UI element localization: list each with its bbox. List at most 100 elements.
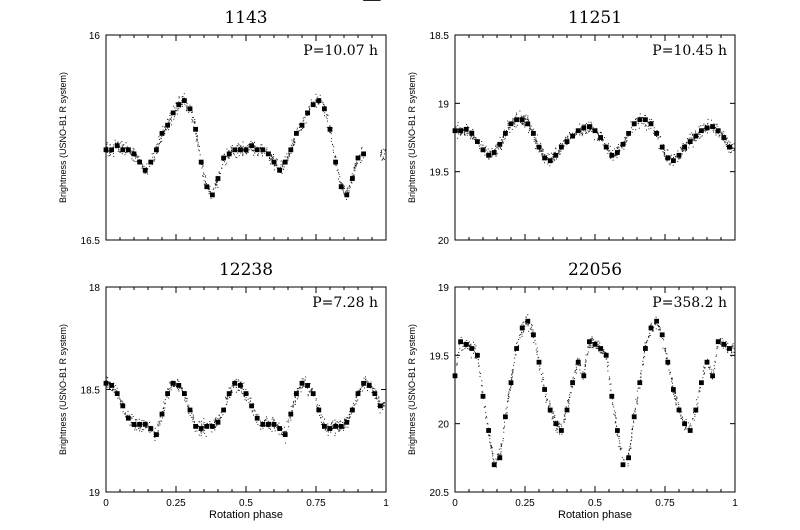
raw-point — [253, 149, 255, 151]
raw-point — [262, 155, 263, 157]
raw-point — [659, 328, 661, 330]
raw-point — [178, 381, 180, 382]
raw-point — [173, 386, 175, 387]
raw-point — [302, 386, 304, 388]
raw-point — [361, 146, 363, 148]
raw-point — [554, 151, 556, 153]
raw-point — [569, 392, 571, 394]
raw-point — [309, 108, 311, 110]
binned-point — [361, 151, 366, 157]
raw-point — [617, 147, 619, 149]
raw-point — [587, 353, 589, 355]
raw-point — [579, 365, 581, 367]
raw-point — [335, 157, 337, 158]
raw-point — [226, 155, 228, 157]
raw-point — [215, 184, 217, 186]
raw-point — [345, 418, 347, 420]
raw-point — [596, 347, 598, 349]
raw-point — [706, 132, 708, 134]
raw-point — [621, 147, 623, 149]
raw-point — [129, 424, 131, 426]
raw-point — [567, 136, 569, 138]
raw-point — [364, 0, 366, 1]
raw-point — [208, 193, 210, 195]
raw-point — [631, 429, 633, 430]
raw-point — [662, 144, 664, 146]
raw-point — [626, 137, 628, 139]
raw-point — [375, 0, 377, 1]
raw-point — [535, 349, 537, 351]
raw-point — [205, 182, 207, 184]
raw-point — [296, 129, 298, 131]
raw-point — [464, 134, 466, 136]
raw-point — [647, 340, 649, 342]
raw-point — [117, 141, 119, 143]
raw-point — [603, 349, 605, 351]
raw-point — [466, 124, 467, 125]
raw-point — [600, 132, 602, 134]
raw-point — [500, 448, 502, 450]
raw-point — [621, 456, 623, 458]
raw-point — [353, 404, 355, 406]
raw-point — [566, 137, 568, 139]
raw-point — [136, 155, 138, 157]
raw-point — [240, 387, 242, 389]
binned-point — [609, 393, 615, 399]
raw-point — [457, 128, 459, 130]
raw-point — [604, 143, 605, 145]
raw-point — [370, 0, 372, 1]
binned-point — [350, 407, 355, 413]
binned-point — [581, 373, 587, 379]
binned-point — [170, 380, 176, 386]
raw-point — [293, 403, 295, 405]
raw-point — [342, 421, 343, 423]
raw-point — [580, 127, 582, 129]
binned-point — [182, 391, 187, 396]
raw-point — [592, 338, 594, 340]
raw-point — [500, 443, 502, 445]
raw-point — [614, 154, 615, 156]
raw-point — [306, 387, 308, 389]
raw-point — [235, 156, 237, 158]
raw-point — [698, 133, 700, 135]
raw-point — [321, 421, 322, 423]
raw-point — [383, 404, 385, 406]
raw-point — [555, 420, 557, 422]
raw-point — [361, 385, 363, 387]
raw-point — [270, 155, 272, 157]
binned-point — [131, 422, 137, 427]
raw-point — [596, 139, 598, 141]
raw-point — [105, 379, 107, 381]
raw-point — [539, 368, 541, 370]
raw-point — [713, 129, 715, 131]
raw-point — [243, 395, 245, 397]
raw-point — [653, 327, 655, 329]
raw-point — [547, 399, 548, 401]
raw-point — [294, 397, 296, 399]
raw-point — [695, 130, 696, 132]
raw-point — [530, 125, 532, 127]
raw-point — [625, 141, 627, 143]
raw-point — [145, 421, 147, 423]
raw-point — [616, 425, 618, 427]
binned-point — [361, 380, 366, 386]
raw-point — [657, 138, 659, 140]
raw-point — [198, 150, 200, 152]
x-tick-label: 0.75 — [306, 498, 326, 509]
raw-point — [272, 416, 274, 418]
raw-point — [540, 150, 542, 152]
raw-point — [287, 157, 289, 159]
raw-point — [374, 398, 376, 399]
raw-point — [723, 131, 725, 133]
raw-point — [209, 185, 211, 187]
raw-point — [384, 153, 386, 155]
binned-point — [221, 407, 226, 413]
raw-point — [238, 389, 240, 391]
raw-point — [734, 143, 736, 145]
binned-point — [238, 147, 243, 153]
raw-point — [649, 335, 651, 337]
raw-point — [176, 107, 178, 109]
binned-point — [592, 128, 598, 134]
raw-point — [577, 364, 579, 366]
raw-point — [554, 414, 556, 416]
